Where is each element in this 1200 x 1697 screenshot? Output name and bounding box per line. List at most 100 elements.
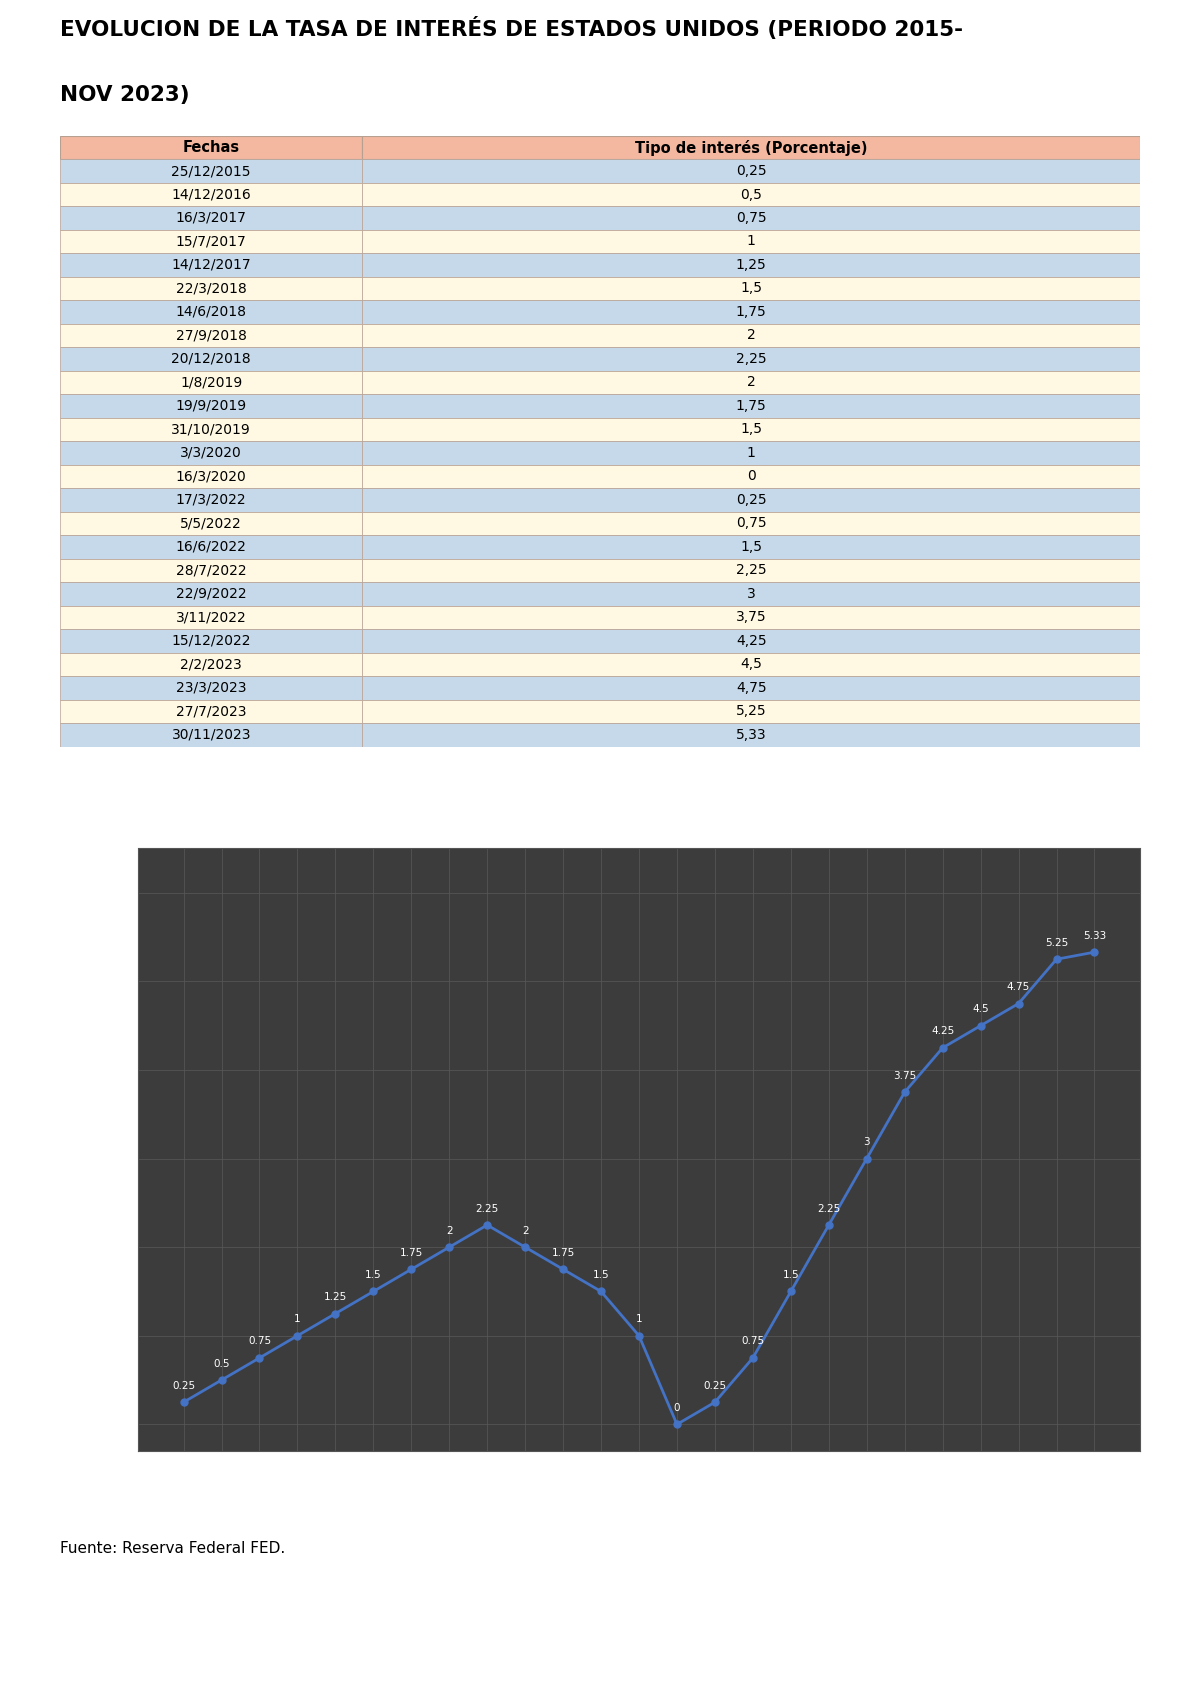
- Text: 2.25: 2.25: [475, 1203, 499, 1213]
- Bar: [60, 229, 362, 253]
- Bar: [60, 630, 362, 653]
- Text: 1,5: 1,5: [740, 540, 762, 553]
- Bar: [362, 675, 1140, 699]
- Bar: [60, 582, 362, 606]
- Text: 2: 2: [446, 1225, 452, 1235]
- Tasa de interés: [518, 1237, 533, 1257]
- Text: 4.25: 4.25: [931, 1027, 954, 1037]
- Bar: [60, 136, 362, 160]
- Bar: [362, 582, 1140, 606]
- Text: 0.75: 0.75: [248, 1337, 271, 1346]
- Text: 0: 0: [673, 1403, 680, 1414]
- Bar: [60, 300, 362, 324]
- Tasa de interés: [366, 1281, 380, 1302]
- Text: 16/6/2022: 16/6/2022: [175, 540, 247, 553]
- Tasa de interés: [822, 1215, 836, 1235]
- Text: 0.25: 0.25: [703, 1381, 726, 1392]
- Text: 0,75: 0,75: [736, 210, 767, 226]
- Text: Tipo de interés (Porcentaje): Tipo de interés (Porcentaje): [635, 139, 868, 156]
- Tasa de interés: [784, 1281, 798, 1302]
- Text: 1,25: 1,25: [736, 258, 767, 272]
- Bar: [60, 512, 362, 535]
- Bar: [60, 723, 362, 747]
- Bar: [60, 675, 362, 699]
- Bar: [362, 348, 1140, 370]
- Tasa de interés: [1012, 993, 1026, 1013]
- Text: 17/3/2022: 17/3/2022: [176, 492, 246, 507]
- Bar: [60, 324, 362, 348]
- Text: 0: 0: [746, 470, 756, 484]
- Text: 1.5: 1.5: [593, 1269, 610, 1280]
- Text: 0,25: 0,25: [736, 165, 767, 178]
- Bar: [362, 606, 1140, 630]
- Bar: [362, 253, 1140, 277]
- Bar: [362, 277, 1140, 300]
- Text: 1,5: 1,5: [740, 282, 762, 295]
- Bar: [362, 300, 1140, 324]
- Tasa de interés: [290, 1325, 305, 1346]
- Text: 1,75: 1,75: [736, 399, 767, 412]
- Bar: [362, 183, 1140, 207]
- Bar: [60, 160, 362, 183]
- Text: 30/11/2023: 30/11/2023: [172, 728, 251, 742]
- Bar: [60, 606, 362, 630]
- Bar: [60, 348, 362, 370]
- Text: 27/7/2023: 27/7/2023: [176, 704, 246, 718]
- Tasa de interés: [708, 1392, 722, 1412]
- Bar: [60, 441, 362, 465]
- Text: 3: 3: [864, 1137, 870, 1147]
- Text: 3/3/2020: 3/3/2020: [180, 446, 242, 460]
- Text: 0,75: 0,75: [736, 516, 767, 531]
- Text: 1: 1: [746, 234, 756, 248]
- Text: 0,25: 0,25: [736, 492, 767, 507]
- Bar: [60, 535, 362, 558]
- Bar: [362, 465, 1140, 489]
- Bar: [362, 394, 1140, 417]
- Text: 20/12/2018: 20/12/2018: [172, 351, 251, 367]
- Text: 5,25: 5,25: [736, 704, 767, 718]
- Text: 5/5/2022: 5/5/2022: [180, 516, 242, 531]
- Text: 22/3/2018: 22/3/2018: [176, 282, 246, 295]
- Bar: [362, 558, 1140, 582]
- Bar: [60, 207, 362, 229]
- Text: 23/3/2023: 23/3/2023: [176, 680, 246, 696]
- Text: 15/7/2017: 15/7/2017: [176, 234, 246, 248]
- Text: 1.75: 1.75: [400, 1247, 422, 1257]
- Bar: [362, 441, 1140, 465]
- Text: 15/12/2022: 15/12/2022: [172, 635, 251, 648]
- Text: 1,5: 1,5: [740, 423, 762, 436]
- Tasa de interés: [632, 1325, 647, 1346]
- Bar: [362, 207, 1140, 229]
- Bar: [362, 417, 1140, 441]
- Tasa de interés: [973, 1015, 988, 1035]
- Bar: [60, 465, 362, 489]
- Text: 31/10/2019: 31/10/2019: [172, 423, 251, 436]
- Text: 1.75: 1.75: [552, 1247, 575, 1257]
- Text: 14/12/2016: 14/12/2016: [172, 187, 251, 202]
- Tasa de interés: [215, 1369, 229, 1390]
- Bar: [362, 512, 1140, 535]
- Text: 1: 1: [636, 1313, 642, 1324]
- Text: 14/6/2018: 14/6/2018: [175, 305, 247, 319]
- Text: 1,75: 1,75: [736, 305, 767, 319]
- Text: 19/9/2019: 19/9/2019: [175, 399, 247, 412]
- Text: 3/11/2022: 3/11/2022: [176, 611, 246, 624]
- Tasa de interés: [404, 1259, 419, 1280]
- Bar: [60, 558, 362, 582]
- Text: 4,5: 4,5: [740, 657, 762, 672]
- Text: 27/9/2018: 27/9/2018: [175, 329, 247, 343]
- Text: 1.25: 1.25: [324, 1291, 347, 1302]
- Text: 2: 2: [522, 1225, 528, 1235]
- Text: 16/3/2017: 16/3/2017: [175, 210, 247, 226]
- Text: Fuente: Reserva Federal FED.: Fuente: Reserva Federal FED.: [60, 1541, 286, 1556]
- Bar: [60, 277, 362, 300]
- Bar: [362, 653, 1140, 675]
- Bar: [60, 394, 362, 417]
- Bar: [60, 183, 362, 207]
- Text: 4,25: 4,25: [736, 635, 767, 648]
- Text: 2: 2: [746, 375, 756, 390]
- Text: 4,75: 4,75: [736, 680, 767, 696]
- Bar: [60, 699, 362, 723]
- Text: 2,25: 2,25: [736, 563, 767, 577]
- Text: 5.25: 5.25: [1045, 938, 1068, 947]
